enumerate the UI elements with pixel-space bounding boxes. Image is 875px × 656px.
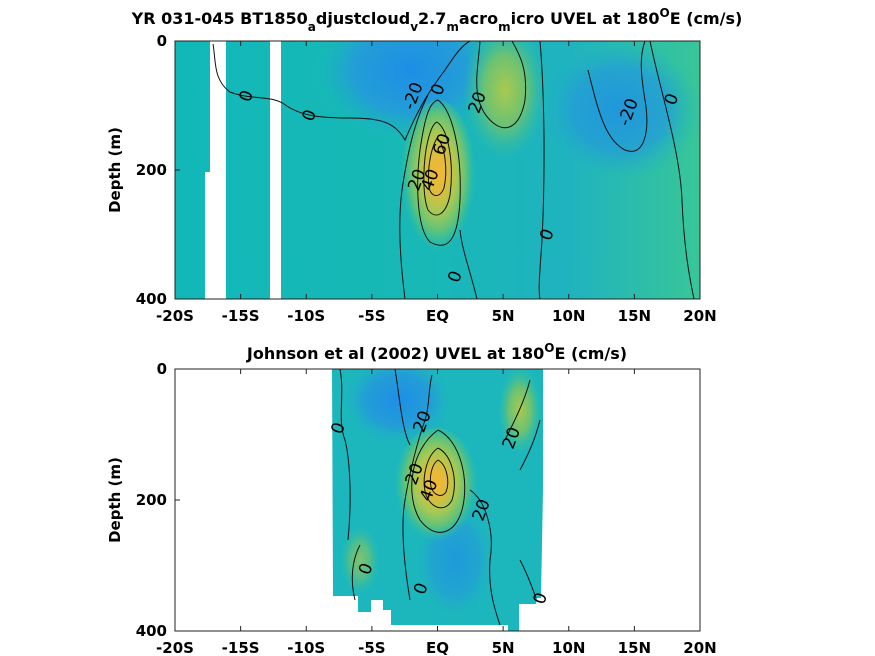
deep-eastward-region — [340, 525, 380, 595]
y-tick-label: 200 — [136, 491, 167, 509]
panel-bottom-ticks: -20S -15S -10S -5S EQ 5N 10N 15N 20N 0 200 400 — [136, 360, 717, 656]
eastward-flow-region — [498, 369, 542, 455]
panel-top-field — [175, 41, 700, 299]
x-tick-label: 5N — [492, 307, 515, 325]
x-tick-label: 10N — [552, 639, 585, 656]
x-tick-label: 20N — [683, 307, 716, 325]
y-tick-label: 0 — [157, 360, 167, 378]
y-tick-label: 200 — [136, 161, 167, 179]
x-tick-label: -5S — [358, 307, 385, 325]
x-tick-label: 15N — [618, 307, 651, 325]
x-tick-label: -20S — [156, 307, 194, 325]
x-tick-label: EQ — [426, 307, 449, 325]
missing-data-gap-1 — [205, 41, 226, 299]
x-tick-label: 15N — [618, 639, 651, 656]
y-tick-label: 0 — [157, 32, 167, 50]
panel-bottom: Johnson et al (2002) UVEL at 180OE (cm/s… — [106, 341, 717, 656]
undercurrent-core — [400, 100, 476, 260]
x-tick-label: 20N — [683, 639, 716, 656]
panel-top: YR 031-045 BT1850adjustcloudv2.7macromic… — [106, 6, 743, 325]
panel-bottom-field — [332, 369, 543, 631]
westward-flow-region-north — [540, 41, 700, 180]
x-tick-label: 10N — [552, 307, 585, 325]
panel-top-title: YR 031-045 BT1850adjustcloudv2.7macromic… — [131, 6, 743, 34]
contours-bottom — [339, 369, 541, 626]
x-tick-label: 5N — [492, 639, 515, 656]
x-tick-label: -15S — [222, 307, 260, 325]
missing-data-gap-2 — [270, 41, 281, 299]
x-tick-label: -10S — [287, 639, 325, 656]
panel-bottom-ylabel: Depth (m) — [106, 457, 124, 543]
eastward-flow-region — [463, 41, 547, 160]
panel-bottom-title: Johnson et al (2002) UVEL at 180OE (cm/s… — [246, 341, 627, 363]
y-tick-label: 400 — [136, 622, 167, 640]
x-tick-label: -5S — [358, 639, 385, 656]
y-tick-label: 400 — [136, 290, 167, 308]
x-tick-label: EQ — [426, 639, 449, 656]
contours-top — [212, 41, 695, 299]
panel-top-ylabel: Depth (m) — [106, 127, 124, 213]
westward-flow-region — [343, 369, 453, 445]
panel-top-ticks: -20S -15S -10S -5S EQ 5N 10N 15N 20N 0 200 400 — [136, 32, 717, 325]
undercurrent-core — [394, 428, 478, 548]
x-tick-label: -20S — [156, 639, 194, 656]
x-tick-label: -15S — [222, 639, 260, 656]
x-tick-label: -10S — [287, 307, 325, 325]
